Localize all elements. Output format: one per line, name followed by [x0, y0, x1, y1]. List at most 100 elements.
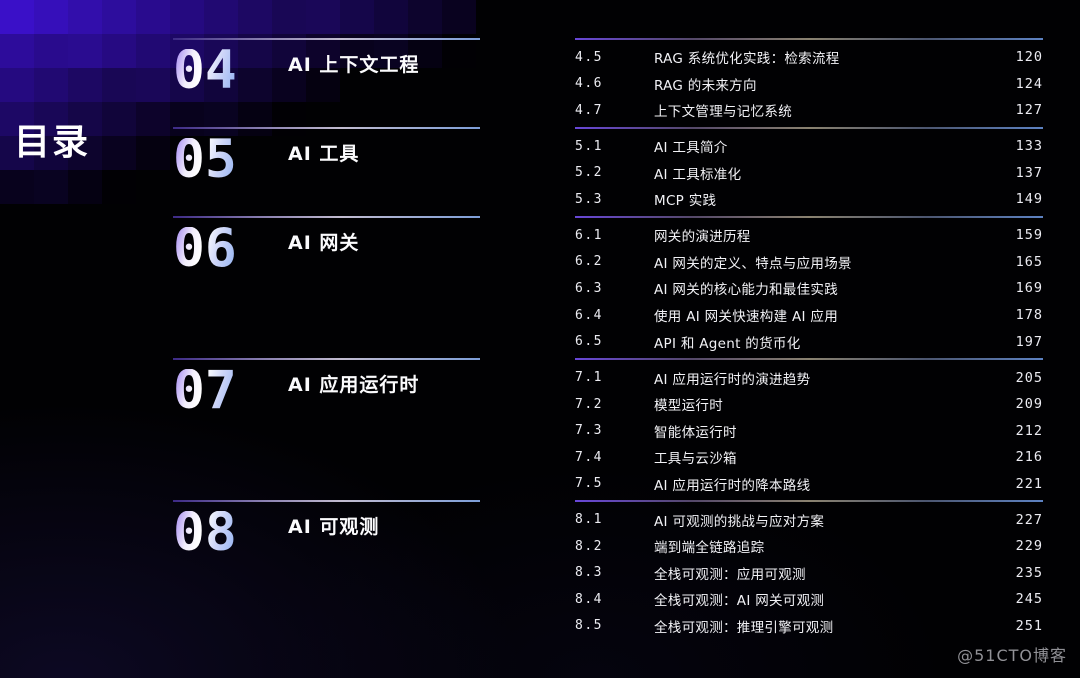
chapter-section: 07 AI 应用运行时 [173, 358, 480, 500]
toc-row-page: 227 [1015, 511, 1043, 528]
toc-row-page: 149 [1015, 191, 1043, 208]
toc-row-title: 全栈可观测：AI 网关可观测 [654, 593, 825, 610]
toc-row-page: 221 [1015, 475, 1043, 492]
toc-row: 6.2 AI 网关的定义、特点与应用场景 165 [575, 249, 1043, 276]
toc-row: 7.4 工具与云沙箱 216 [575, 444, 1043, 471]
toc-row-number: 5.3 [575, 191, 603, 207]
toc-row: 6.1 网关的演进历程 159 [575, 222, 1043, 249]
toc-row-title: RAG 系统优化实践：检索流程 [654, 51, 840, 68]
group-divider-line [575, 500, 1043, 503]
toc-row-number: 4.5 [575, 49, 603, 65]
toc-row-page: 205 [1015, 369, 1043, 386]
toc-row-title: 全栈可观测：推理引擎可观测 [654, 619, 834, 636]
toc-row-title: 模型运行时 [654, 398, 723, 415]
toc-row-number: 7.3 [575, 423, 603, 439]
chapter-title: AI 应用运行时 [288, 374, 420, 397]
toc-row: 7.1 AI 应用运行时的演进趋势 205 [575, 364, 1043, 391]
toc-row-page: 197 [1015, 333, 1043, 350]
toc-row: 8.5 全栈可观测：推理引擎可观测 251 [575, 613, 1043, 640]
toc-row-title: 全栈可观测：应用可观测 [654, 566, 806, 583]
toc-row: 5.2 AI 工具标准化 137 [575, 160, 1043, 187]
toc-row-title: 网关的演进历程 [654, 229, 751, 246]
toc-row-page: 235 [1015, 564, 1043, 581]
chapter-number: 07 [173, 360, 237, 422]
section-divider-line [173, 127, 480, 130]
chapter-title: AI 网关 [288, 232, 360, 255]
toc-row: 8.1 AI 可观测的挑战与应对方案 227 [575, 506, 1043, 533]
checker-pattern-decoration [0, 0, 476, 238]
toc-row-page: 212 [1015, 422, 1043, 439]
toc-row-title: AI 网关的核心能力和最佳实践 [654, 282, 839, 299]
toc-row-number: 7.5 [575, 476, 603, 492]
toc-row-number: 8.4 [575, 591, 603, 607]
toc-row-page: 216 [1015, 449, 1043, 466]
toc-row-number: 8.1 [575, 512, 603, 528]
toc-row-page: 229 [1015, 538, 1043, 555]
toc-group: 7.1 AI 应用运行时的演进趋势 205 7.2 模型运行时 209 7.3 … [575, 358, 1043, 500]
chapter-number: 06 [173, 218, 237, 280]
toc-row-title: 端到端全链路追踪 [654, 540, 765, 557]
chapter-section: 04 AI 上下文工程 [173, 38, 480, 127]
toc-row-page: 245 [1015, 591, 1043, 608]
toc-row-title: 上下文管理与记忆系统 [654, 104, 792, 121]
toc-row: 4.5 RAG 系统优化实践：检索流程 120 [575, 44, 1043, 71]
toc-row-title: AI 可观测的挑战与应对方案 [654, 513, 825, 530]
toc-row-title: AI 应用运行时的演进趋势 [654, 371, 811, 388]
toc-row: 5.3 MCP 实践 149 [575, 186, 1043, 213]
group-divider-line [575, 358, 1043, 361]
toc-row-number: 8.5 [575, 618, 603, 634]
chapter-number: 08 [173, 502, 237, 564]
toc-row-page: 209 [1015, 396, 1043, 413]
section-divider-line [173, 216, 480, 219]
toc-row: 8.2 端到端全链路追踪 229 [575, 533, 1043, 560]
toc-row-number: 8.2 [575, 538, 603, 554]
toc-row: 4.7 上下文管理与记忆系统 127 [575, 97, 1043, 124]
chapter-title: AI 工具 [288, 143, 360, 166]
toc-row-page: 169 [1015, 280, 1043, 297]
toc-row-number: 6.3 [575, 280, 603, 296]
toc-row-title: API 和 Agent 的货币化 [654, 335, 801, 352]
toc-group: 8.1 AI 可观测的挑战与应对方案 227 8.2 端到端全链路追踪 229 … [575, 500, 1043, 639]
toc-row-number: 6.1 [575, 227, 603, 243]
section-divider-line [173, 500, 480, 503]
toc-row-number: 6.4 [575, 307, 603, 323]
chapter-number: 04 [173, 40, 237, 101]
toc-row-page: 137 [1015, 164, 1043, 181]
toc-row-number: 5.2 [575, 165, 603, 181]
toc-row: 8.3 全栈可观测：应用可观测 235 [575, 559, 1043, 586]
chapter-section: 05 AI 工具 [173, 127, 480, 216]
toc-row-page: 127 [1015, 102, 1043, 119]
toc-row-page: 178 [1015, 307, 1043, 323]
toc-row-page: 159 [1015, 227, 1043, 244]
chapter-title: AI 可观测 [288, 516, 380, 539]
toc-row: 4.6 RAG 的未来方向 124 [575, 71, 1043, 98]
toc-row: 7.3 智能体运行时 212 [575, 417, 1043, 444]
chapter-number: 05 [173, 129, 237, 191]
chapter-section: 08 AI 可观测 [173, 500, 480, 678]
toc-row-title: MCP 实践 [654, 193, 717, 210]
toc-group: 6.1 网关的演进历程 159 6.2 AI 网关的定义、特点与应用场景 165… [575, 216, 1043, 358]
toc-group-rows: 5.1 AI 工具简介 133 5.2 AI 工具标准化 137 5.3 MCP… [575, 129, 1043, 213]
toc-row-title: 使用 AI 网关快速构建 AI 应用 [654, 309, 838, 325]
toc-entry-list: 4.5 RAG 系统优化实践：检索流程 120 4.6 RAG 的未来方向 12… [575, 38, 1043, 639]
toc-row-number: 5.1 [575, 138, 603, 154]
toc-row-page: 251 [1015, 617, 1043, 634]
toc-row: 8.4 全栈可观测：AI 网关可观测 245 [575, 586, 1043, 613]
chapter-title: AI 上下文工程 [288, 54, 420, 76]
toc-row-page: 124 [1015, 75, 1043, 92]
toc-group: 4.5 RAG 系统优化实践：检索流程 120 4.6 RAG 的未来方向 12… [575, 38, 1043, 127]
toc-row: 7.2 模型运行时 209 [575, 391, 1043, 418]
toc-row-number: 6.2 [575, 254, 603, 270]
toc-row-number: 7.1 [575, 370, 603, 385]
toc-row-number: 4.6 [575, 76, 603, 92]
chapter-list: 04 AI 上下文工程 05 AI 工具 06 AI 网关 07 AI 应用运行… [173, 38, 480, 678]
toc-row-page: 133 [1015, 138, 1043, 155]
toc-row: 6.4 使用 AI 网关快速构建 AI 应用 178 [575, 302, 1043, 329]
toc-row-page: 165 [1015, 253, 1043, 270]
toc-row-title: AI 工具标准化 [654, 166, 742, 183]
toc-group-rows: 7.1 AI 应用运行时的演进趋势 205 7.2 模型运行时 209 7.3 … [575, 360, 1043, 497]
section-divider-line [173, 38, 480, 40]
toc-row: 7.5 AI 应用运行时的降本路线 221 [575, 470, 1043, 497]
toc-row-title: 工具与云沙箱 [654, 451, 737, 468]
toc-row-title: AI 应用运行时的降本路线 [654, 477, 811, 494]
